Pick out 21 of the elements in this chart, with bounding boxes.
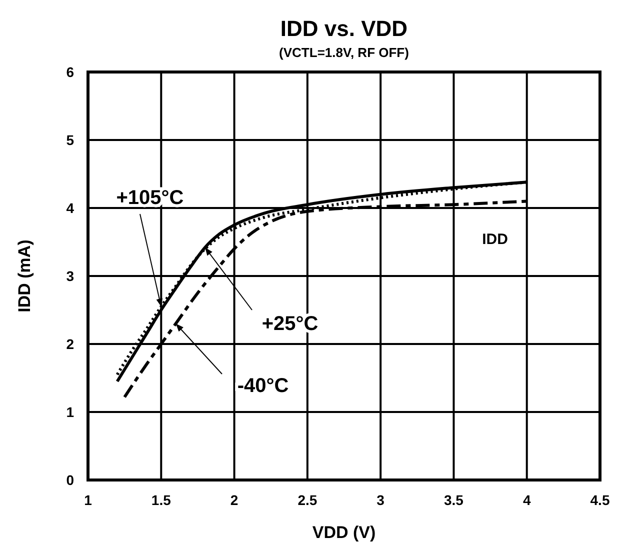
chart-subtitle: (VCTL=1.8V, RF OFF): [279, 45, 409, 60]
x-tick-label: 3: [376, 492, 385, 508]
y-tick-label: 0: [66, 472, 74, 488]
annotation: IDD: [482, 231, 508, 248]
y-tick-label: 6: [66, 64, 74, 80]
x-tick-label: 1: [84, 492, 92, 508]
x-axis-title: VDD (V): [312, 523, 376, 542]
x-tick-label: 4.5: [590, 492, 610, 508]
y-tick-label: 2: [66, 336, 74, 352]
annotation: -40°C: [237, 375, 289, 397]
y-tick-label: 1: [66, 404, 74, 420]
y-axis-title: IDD (mA): [15, 240, 34, 312]
x-tick-label: 1.5: [151, 492, 172, 508]
x-tick-label: 2.5: [298, 492, 318, 508]
y-tick-label: 4: [66, 200, 74, 216]
y-tick-label: 3: [66, 268, 74, 284]
x-tick-label: 3.5: [444, 492, 464, 508]
chart-title: IDD vs. VDD: [280, 16, 408, 41]
x-tick-label: 4: [522, 492, 531, 508]
y-tick-label: 5: [66, 132, 74, 148]
x-tick-label: 2: [230, 492, 238, 508]
